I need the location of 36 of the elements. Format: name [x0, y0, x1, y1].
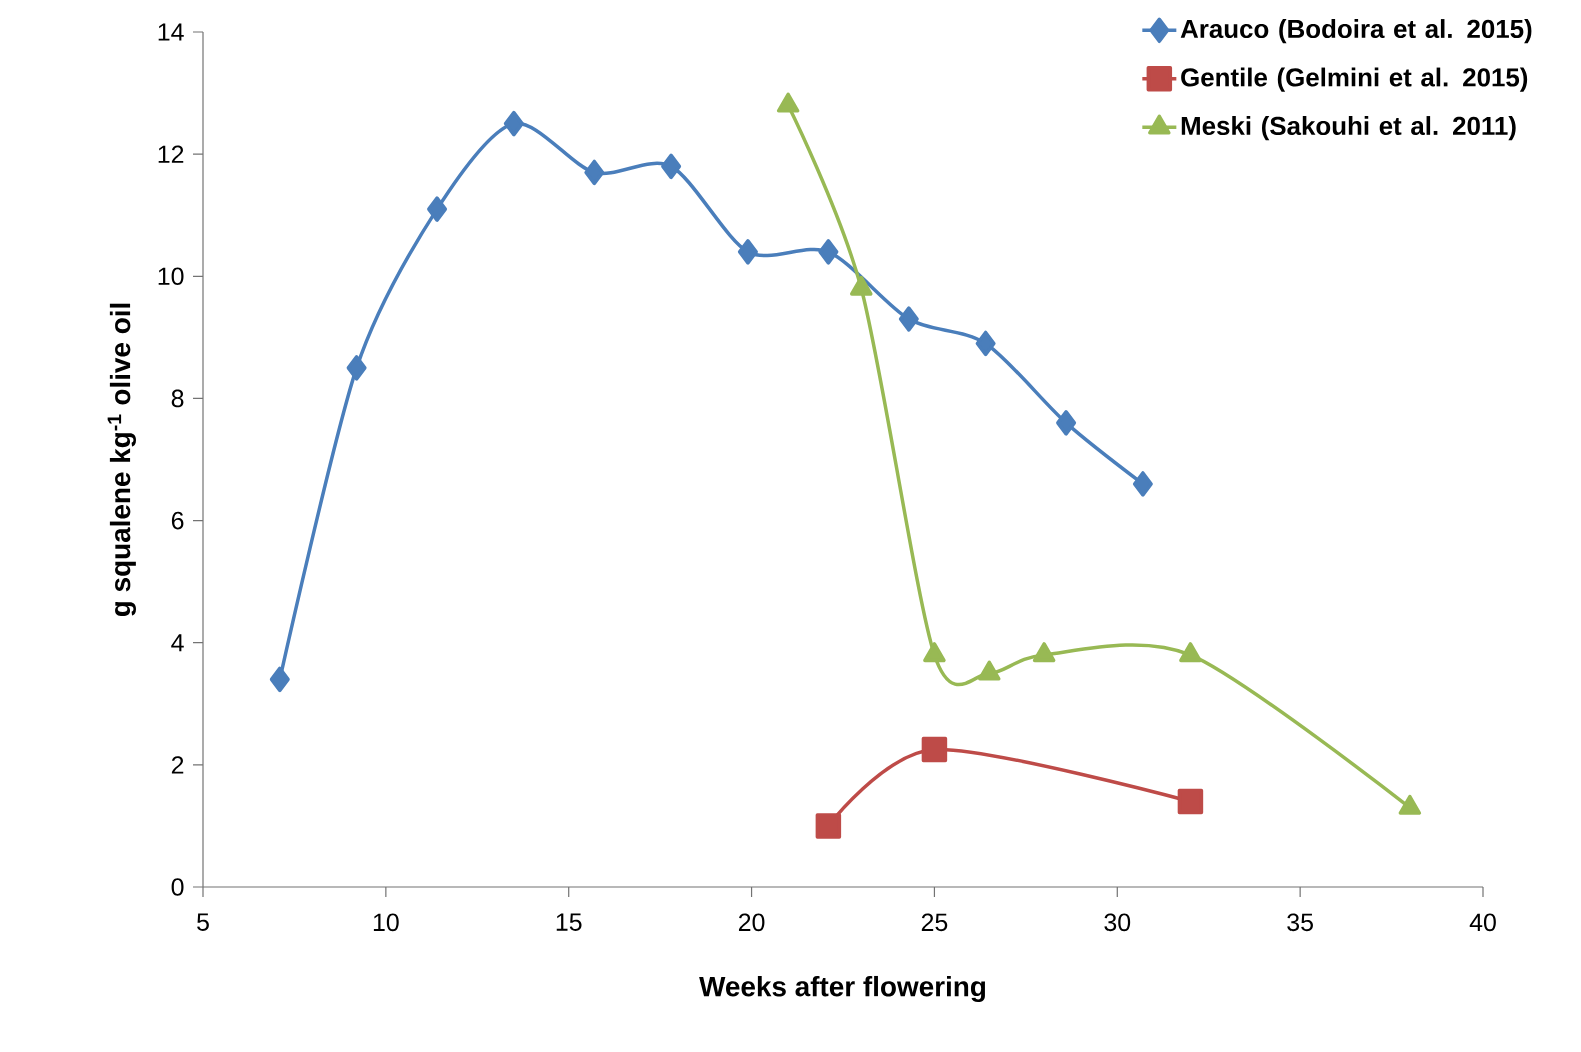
legend-label: Meski (Sakouhi et al. 2011): [1181, 116, 1516, 141]
point: [269, 666, 290, 693]
point: [1056, 410, 1077, 436]
legend-label: Gentile (Gelmini et al. 2015): [1181, 67, 1528, 92]
x-tick-label: 20: [738, 913, 765, 932]
x-tick-label: 5: [197, 913, 209, 931]
y-tick-label: 0: [171, 878, 184, 896]
y-tick-label: 2: [171, 756, 184, 774]
y-tick-label: 6: [171, 511, 184, 530]
x-tick-label: 15: [556, 913, 582, 931]
x-tick-label: 25: [921, 913, 948, 932]
point: [584, 159, 605, 186]
point: [346, 355, 367, 381]
y-tick-label: 10: [158, 267, 184, 286]
point: [427, 196, 448, 222]
y-tick-label: 8: [171, 389, 184, 408]
legend-label: Arauco (Bodoira et al. 2015): [1180, 19, 1532, 44]
y-tick-label: 14: [158, 23, 184, 41]
x-tick-label: 30: [1104, 913, 1131, 932]
point: [921, 736, 948, 763]
x-axis-title: Weeks after flowering: [699, 975, 986, 1003]
point: [818, 239, 839, 265]
x-tick-label: 40: [1469, 913, 1496, 932]
x-tick-label: 35: [1287, 913, 1313, 932]
y-axis-title: g squalene kg$^{-1}$ olive oil: [107, 303, 136, 617]
y-tick-label: 12: [158, 145, 184, 163]
point: [1177, 788, 1204, 815]
y-tick-label: 4: [171, 634, 184, 652]
x-tick-label: 10: [373, 913, 399, 932]
point: [898, 306, 919, 332]
point: [737, 239, 758, 265]
point: [1132, 471, 1153, 497]
point: [975, 330, 996, 357]
point: [661, 153, 682, 180]
point: [503, 110, 524, 137]
point: [815, 813, 842, 839]
